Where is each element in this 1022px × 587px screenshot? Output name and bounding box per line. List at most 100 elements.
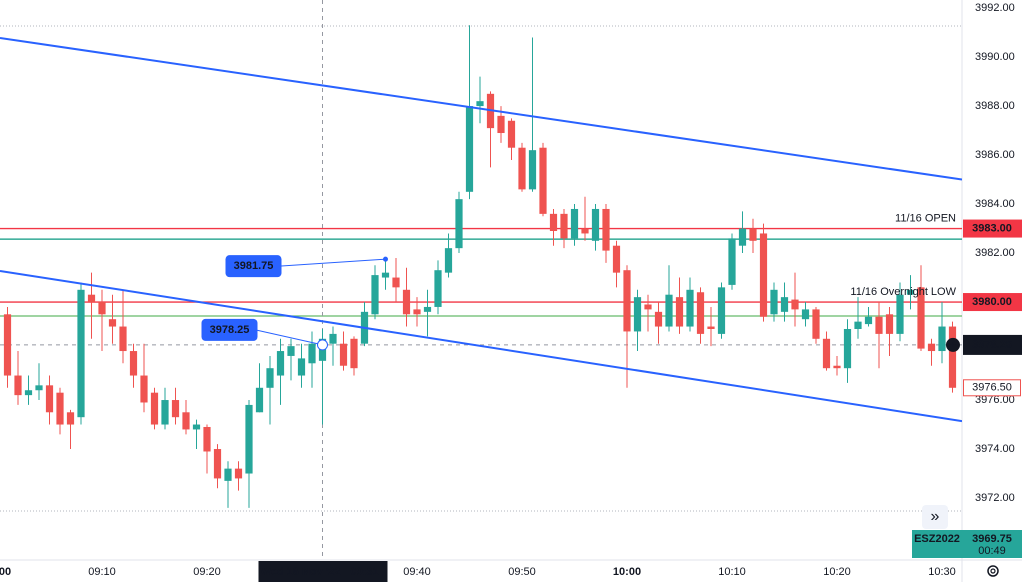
candle-body bbox=[822, 338, 831, 369]
y-tick-label: 3992.00 bbox=[975, 2, 1015, 14]
candle-body bbox=[917, 287, 925, 349]
candle-body bbox=[434, 270, 442, 307]
candle-body bbox=[339, 343, 348, 366]
candle-body bbox=[791, 299, 799, 310]
candle-body bbox=[444, 248, 453, 273]
candle-body bbox=[297, 358, 306, 376]
candle-body bbox=[276, 351, 285, 376]
annotation-line bbox=[255, 329, 323, 346]
candle-body bbox=[392, 277, 400, 288]
candle-body bbox=[801, 309, 810, 320]
candle-body bbox=[780, 297, 789, 312]
trendline bbox=[0, 269, 962, 423]
candle-body bbox=[381, 272, 390, 278]
annotation-label: 3978.25 bbox=[210, 324, 250, 336]
crosshair-add-icon: + bbox=[950, 339, 956, 351]
candle-body bbox=[455, 199, 463, 249]
symbol-tag bbox=[912, 530, 1022, 558]
candle-body bbox=[465, 106, 474, 192]
candle-body bbox=[654, 311, 663, 327]
candle-body bbox=[350, 338, 358, 369]
candle-body bbox=[602, 208, 610, 251]
candle-body bbox=[864, 316, 873, 325]
candle-body bbox=[518, 147, 526, 190]
level-tag bbox=[963, 293, 1022, 312]
candle-body bbox=[234, 468, 243, 479]
candle-body bbox=[77, 289, 85, 418]
candle-body bbox=[329, 333, 337, 344]
candle-body bbox=[938, 326, 946, 352]
x-tick-label: 10:00 bbox=[613, 566, 641, 578]
candle-body bbox=[728, 238, 736, 285]
crosshair-date: Wed 16 Nov '22 bbox=[260, 566, 340, 578]
candle-body bbox=[140, 375, 148, 403]
candle-body bbox=[402, 289, 411, 315]
settings-button[interactable] bbox=[987, 565, 999, 577]
annotation-line bbox=[279, 258, 386, 267]
level-label: 11/16 Overnight LOW bbox=[850, 286, 956, 298]
candle-body bbox=[612, 245, 621, 273]
x-tick-label: 10:30 bbox=[928, 566, 956, 578]
y-tick-label: 3984.00 bbox=[975, 198, 1015, 210]
candle-body bbox=[224, 468, 232, 481]
crosshair-price-text: 3978.25 bbox=[972, 339, 1012, 351]
candle-body bbox=[623, 270, 631, 332]
candle-body bbox=[854, 321, 862, 329]
x-tick-label: 10:10 bbox=[718, 566, 746, 578]
candle-body bbox=[56, 392, 64, 425]
candle-body bbox=[35, 385, 43, 391]
candle-body bbox=[507, 120, 516, 148]
y-tick-label: 3988.00 bbox=[975, 100, 1015, 112]
candle-body bbox=[759, 233, 768, 317]
candle-body bbox=[45, 385, 54, 413]
candle-body bbox=[717, 287, 726, 334]
candle-body bbox=[171, 400, 180, 418]
candle-body bbox=[885, 314, 894, 334]
y-tick-label: 3990.00 bbox=[975, 51, 1015, 63]
candle-body bbox=[287, 346, 295, 356]
annotation-point bbox=[317, 339, 328, 351]
candle-body bbox=[528, 150, 537, 190]
y-tick-label: 3974.00 bbox=[975, 443, 1015, 455]
candle-body bbox=[560, 213, 568, 239]
candle-body bbox=[266, 368, 274, 388]
candle-body bbox=[843, 328, 852, 369]
candle-body bbox=[497, 115, 505, 134]
candle-body bbox=[675, 297, 684, 327]
x-tick-label: 09:50 bbox=[508, 566, 536, 578]
annotation-box bbox=[225, 255, 282, 278]
candle-body bbox=[14, 375, 22, 396]
candle-body bbox=[423, 306, 432, 312]
level-tag-text: 3980.00 bbox=[972, 296, 1012, 308]
candle-body bbox=[665, 294, 673, 327]
candle-body bbox=[150, 392, 159, 425]
candle-body bbox=[213, 449, 222, 479]
crosshair-time-tag bbox=[258, 561, 388, 582]
symbol-name: ESZ2022 bbox=[914, 533, 960, 545]
crosshair-time: 09:31 bbox=[350, 566, 378, 578]
candle-body bbox=[161, 400, 169, 425]
x-tick-label: 10:20 bbox=[823, 566, 851, 578]
y-tick-label: 3986.00 bbox=[975, 149, 1015, 161]
candle-body bbox=[3, 314, 12, 376]
annotation-box bbox=[201, 318, 258, 341]
candle-body bbox=[927, 343, 936, 352]
level-tag bbox=[963, 219, 1022, 238]
candle-body bbox=[707, 326, 715, 329]
candle-body bbox=[644, 304, 652, 310]
y-tick-label: 3982.00 bbox=[975, 247, 1015, 259]
annotation-point bbox=[383, 256, 388, 262]
last-price-text: 3976.50 bbox=[972, 382, 1012, 394]
x-tick-label: 09:20 bbox=[193, 566, 221, 578]
scroll-button[interactable]: » bbox=[922, 505, 948, 529]
candle-body bbox=[875, 316, 883, 334]
candle-body bbox=[413, 309, 421, 315]
candle-body bbox=[581, 228, 589, 234]
symbol-price: 3969.75 bbox=[972, 533, 1012, 545]
crosshair-add-button bbox=[946, 337, 960, 352]
candle-body bbox=[749, 228, 757, 241]
candle-body bbox=[686, 289, 694, 327]
candle-body bbox=[255, 387, 264, 413]
